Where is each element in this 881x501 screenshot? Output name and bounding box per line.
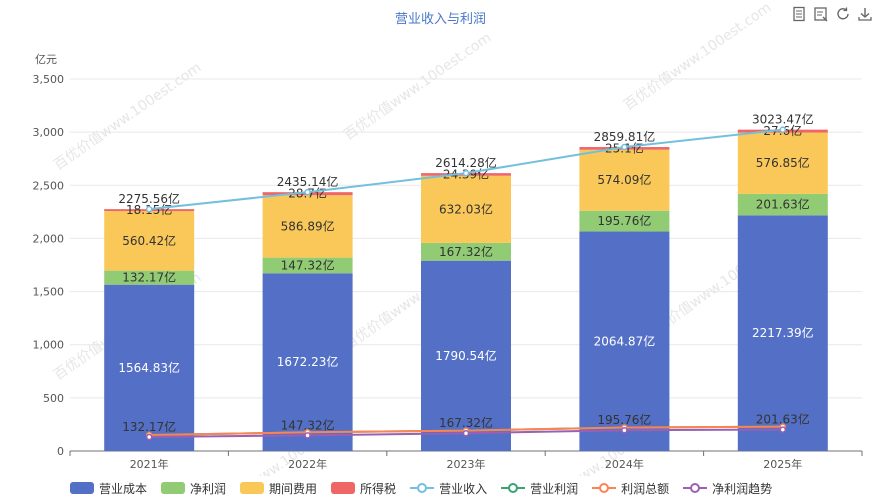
y-tick-label: 2,000 xyxy=(33,232,65,245)
bar-data-label: 560.42亿 xyxy=(122,233,176,248)
chart-plot: 百优价值www.100est.com 百优价值www.100est.com 百优价值… xyxy=(33,0,863,476)
bar-data-label: 576.85亿 xyxy=(756,155,810,170)
legend-label: 所得税 xyxy=(360,481,397,496)
y-tick-label: 3,000 xyxy=(33,126,65,139)
y-tick-label: 500 xyxy=(43,392,64,405)
legend-item[interactable]: 营业利润 xyxy=(501,480,578,497)
line-point xyxy=(304,188,311,196)
bar-segment xyxy=(104,270,195,285)
data-view-icon[interactable] xyxy=(791,6,807,22)
bar-segment xyxy=(262,195,353,258)
legend-item[interactable]: 净利润 xyxy=(161,480,226,497)
legend: 营业成本 净利润 期间费用 所得税 营业收入 营业利润 利润总额 净利润趋势 xyxy=(70,478,870,498)
bar-segment xyxy=(737,132,828,194)
line-data-label: 2435.14亿 xyxy=(277,174,339,189)
legend-item[interactable]: 营业成本 xyxy=(70,480,147,497)
line-data-label: 195.76亿 xyxy=(597,412,651,427)
bar-data-label: 195.76亿 xyxy=(597,213,651,228)
x-tick-label: 2025年 xyxy=(763,457,802,471)
line-point xyxy=(779,126,787,133)
bar-segment xyxy=(421,242,511,261)
line-point xyxy=(462,169,470,177)
bar-segment xyxy=(579,231,670,451)
bar-segment xyxy=(737,193,828,216)
legend-label: 利润总额 xyxy=(621,481,670,496)
line-data-label: 147.32亿 xyxy=(281,417,335,432)
legend-line-icon xyxy=(592,483,617,493)
legend-item[interactable]: 利润总额 xyxy=(592,480,669,497)
legend-swatch xyxy=(331,482,356,494)
x-tick-label: 2024年 xyxy=(605,457,644,471)
line-data-label: 167.32亿 xyxy=(439,415,493,430)
refresh-icon[interactable] xyxy=(835,6,851,22)
bar-segment xyxy=(737,215,828,451)
bar-segment xyxy=(579,210,670,232)
bar-data-label: 2064.87亿 xyxy=(594,333,656,348)
legend-swatch xyxy=(240,482,265,494)
bar-data-label: 1564.83亿 xyxy=(118,360,180,375)
legend-item[interactable]: 营业收入 xyxy=(410,480,487,497)
y-tick-label: 3,500 xyxy=(33,73,65,86)
bar-segment xyxy=(104,211,195,271)
legend-label: 净利润趋势 xyxy=(712,481,773,496)
watermark: 百优价值www.100est.com xyxy=(341,30,494,144)
line-point xyxy=(621,143,628,151)
bar-data-label: 1790.54亿 xyxy=(435,348,497,363)
bar-segment xyxy=(104,284,195,451)
line-point xyxy=(145,433,153,441)
line-point xyxy=(621,426,628,434)
bar-segment xyxy=(262,257,353,274)
legend-label: 营业成本 xyxy=(99,481,148,496)
bar-data-label: 574.09亿 xyxy=(597,172,651,187)
line-point xyxy=(462,429,470,437)
y-tick-label: 0 xyxy=(57,445,64,458)
line-data-label: 132.17亿 xyxy=(122,419,176,434)
x-tick-label: 2021年 xyxy=(130,457,169,471)
legend-label: 净利润 xyxy=(190,481,227,496)
line-point xyxy=(779,426,787,433)
y-tick-label: 2,500 xyxy=(33,179,65,192)
line-data-label: 2859.81亿 xyxy=(594,129,656,144)
bar-data-label: 201.63亿 xyxy=(756,197,810,212)
bar-segment xyxy=(421,175,511,243)
bar-data-label: 167.32亿 xyxy=(439,244,493,259)
line-data-label: 3023.47亿 xyxy=(752,112,814,127)
restore-icon[interactable] xyxy=(813,6,829,22)
bar-segment xyxy=(579,149,670,211)
bar-data-label: 586.89亿 xyxy=(281,218,335,233)
bar-data-label: 2217.39亿 xyxy=(752,325,814,340)
legend-item[interactable]: 净利润趋势 xyxy=(683,480,772,497)
legend-line-icon xyxy=(683,483,708,493)
legend-item[interactable]: 期间费用 xyxy=(240,480,317,497)
legend-swatch xyxy=(161,482,186,494)
legend-label: 营业收入 xyxy=(439,481,488,496)
line-point xyxy=(304,432,311,439)
y-axis-unit-label: 亿元 xyxy=(35,53,57,66)
bar-data-label: 1672.23亿 xyxy=(277,354,339,369)
legend-label: 营业利润 xyxy=(530,481,579,496)
bar-data-label: 132.17亿 xyxy=(122,270,176,285)
download-icon[interactable] xyxy=(857,6,873,22)
bar-segment xyxy=(421,260,511,451)
y-tick-label: 1,500 xyxy=(33,286,65,299)
watermark: 百优价值www.100est.com xyxy=(621,0,774,114)
legend-item[interactable]: 所得税 xyxy=(331,480,396,497)
toolbox xyxy=(791,6,873,22)
legend-line-icon xyxy=(410,483,435,493)
line-data-label: 2275.56亿 xyxy=(118,191,180,206)
watermark: 百优价值www.100est.com xyxy=(51,60,204,174)
x-tick-label: 2023年 xyxy=(447,457,486,471)
legend-label: 期间费用 xyxy=(269,481,318,496)
bar-data-label: 147.32亿 xyxy=(281,257,335,272)
chart-title: 营业收入与利润 xyxy=(394,12,486,27)
legend-swatch xyxy=(70,482,94,494)
line-data-label: 201.63亿 xyxy=(756,412,810,427)
x-tick-label: 2022年 xyxy=(288,457,327,471)
y-tick-label: 1,000 xyxy=(33,339,65,352)
bar-data-label: 632.03亿 xyxy=(439,201,493,216)
bar-segment xyxy=(262,273,353,451)
line-data-label: 2614.28亿 xyxy=(435,155,497,170)
line-point xyxy=(145,205,153,213)
legend-line-icon xyxy=(501,483,526,493)
